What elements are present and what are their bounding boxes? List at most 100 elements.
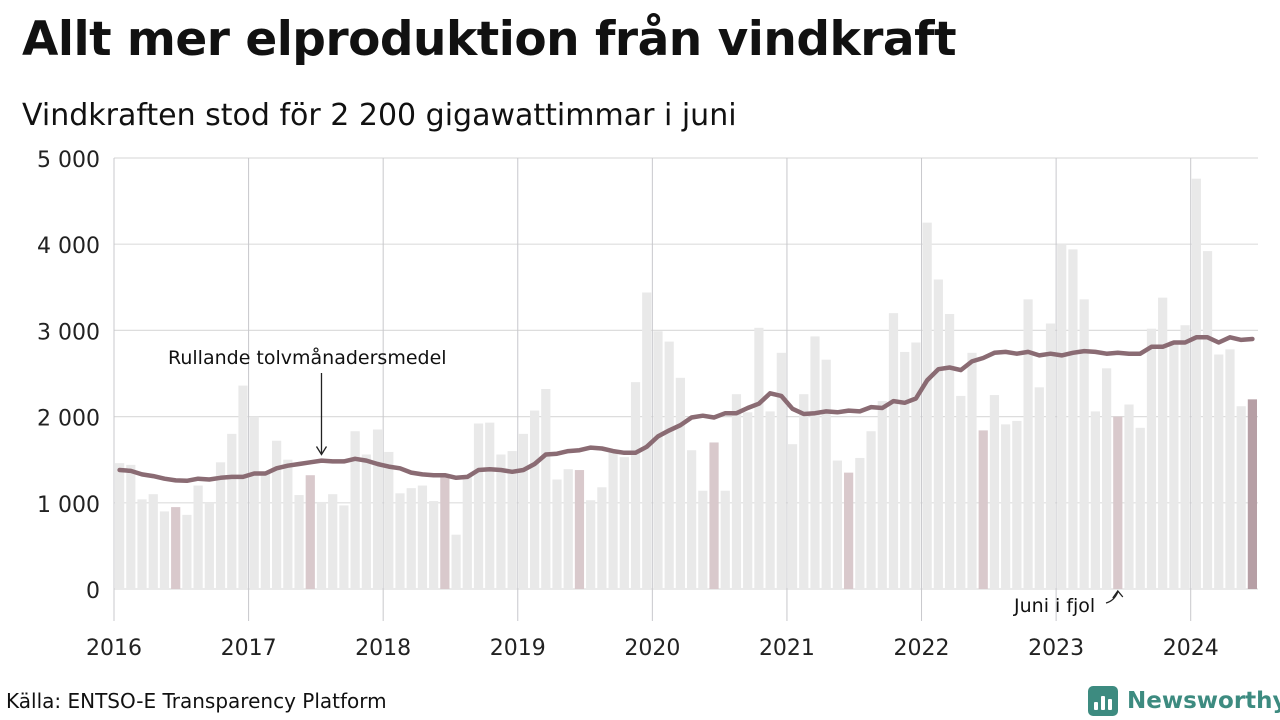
- bar: [1068, 249, 1078, 589]
- bar: [911, 342, 921, 589]
- bar: [1012, 420, 1022, 589]
- bar: [529, 410, 540, 589]
- bar: [989, 395, 1000, 589]
- x-tick-label: 2024: [1163, 636, 1219, 661]
- x-tick-label: 2018: [355, 636, 411, 661]
- bar: [1202, 251, 1213, 589]
- bar: [720, 490, 730, 589]
- newsworthy-logo: Newsworthy: [1088, 684, 1280, 718]
- bar: [1124, 404, 1134, 589]
- bar: [272, 440, 282, 589]
- y-tick-label: 3 000: [37, 320, 100, 345]
- bar: [1023, 299, 1033, 589]
- bar: [518, 433, 528, 589]
- bar: [339, 505, 349, 589]
- y-tick-label: 4 000: [37, 234, 100, 259]
- bar: [429, 501, 439, 589]
- bar: [1158, 297, 1168, 589]
- bar: [1225, 349, 1235, 589]
- bar: [653, 331, 663, 589]
- bar: [586, 500, 596, 589]
- bar: [563, 469, 573, 589]
- bar: [888, 313, 899, 589]
- bar: [1079, 299, 1089, 589]
- x-tick-label: 2016: [86, 636, 142, 661]
- monthly-bars: [115, 178, 1257, 590]
- bar: [619, 457, 629, 589]
- bar: [765, 411, 775, 589]
- bar: [260, 471, 271, 589]
- bar: [731, 394, 742, 589]
- bar: [305, 475, 315, 589]
- bar: [664, 341, 674, 589]
- bar: [496, 454, 506, 589]
- bar: [384, 451, 394, 589]
- bar: [1090, 411, 1100, 589]
- bar: [630, 382, 641, 589]
- bar: [115, 463, 125, 589]
- annotation-arrow: [1105, 591, 1119, 604]
- y-axis: 0 1 000 2 000 3 000 4 000 5 000: [37, 148, 100, 604]
- bar: [1057, 244, 1067, 589]
- bar: [372, 429, 383, 589]
- bar: [944, 314, 955, 589]
- vertical-gridlines: [113, 158, 1192, 621]
- chart-title: Allt mer elproduktion från vindkraft: [22, 12, 957, 67]
- y-tick-label: 1 000: [37, 493, 100, 518]
- bar: [754, 327, 764, 589]
- bar: [1236, 406, 1246, 589]
- bar: [743, 412, 753, 589]
- bar: [238, 385, 248, 589]
- bar: [485, 422, 495, 589]
- bar: [832, 460, 843, 589]
- rolling-average-line: [117, 335, 1255, 484]
- bar: [1247, 399, 1257, 589]
- annotation-rolling-average: Rullande tolvmånadersmedel: [168, 346, 447, 369]
- bar: [1001, 424, 1011, 589]
- bar: [182, 514, 192, 589]
- bar: [698, 490, 708, 589]
- bar: [227, 433, 237, 589]
- bar: [193, 485, 203, 589]
- bar: [417, 485, 428, 589]
- bar: [328, 494, 338, 589]
- bar: [350, 431, 360, 589]
- bar: [283, 459, 293, 589]
- bar: [451, 534, 461, 589]
- bar: [541, 389, 551, 589]
- horizontal-gridlines: [114, 157, 1258, 590]
- bar: [171, 507, 181, 589]
- bar: [866, 431, 876, 589]
- bar: [922, 222, 932, 589]
- bar: [507, 451, 517, 589]
- bar: [395, 493, 405, 589]
- bar: [709, 442, 719, 589]
- bar: [967, 352, 977, 589]
- bar: [1169, 340, 1179, 589]
- x-tick-label: 2017: [221, 636, 277, 661]
- y-tick-label: 2 000: [37, 407, 100, 432]
- bar: [642, 292, 652, 589]
- bar: [159, 511, 170, 589]
- bar: [361, 454, 371, 589]
- y-tick-label: 0: [86, 579, 100, 604]
- bar: [204, 502, 214, 589]
- bar: [776, 352, 786, 589]
- bar: [1113, 416, 1123, 589]
- x-tick-label: 2021: [759, 636, 815, 661]
- bar: [1214, 354, 1224, 589]
- bar: [933, 279, 943, 589]
- bar: [900, 351, 910, 589]
- chart-subtitle: Vindkraften stod för 2 200 gigawattimmar…: [22, 98, 737, 133]
- newsworthy-logo-text: Newsworthy: [1127, 688, 1280, 714]
- bar: [821, 359, 831, 589]
- bar: [552, 479, 562, 589]
- bar: [473, 423, 484, 589]
- annotations: Rullande tolvmånadersmedel Juni i fjol: [168, 346, 1124, 617]
- bar: [294, 495, 304, 589]
- x-tick-label: 2019: [490, 636, 546, 661]
- annotation-arrowhead: [315, 446, 328, 456]
- bar: [406, 488, 416, 589]
- bar: [1101, 368, 1112, 589]
